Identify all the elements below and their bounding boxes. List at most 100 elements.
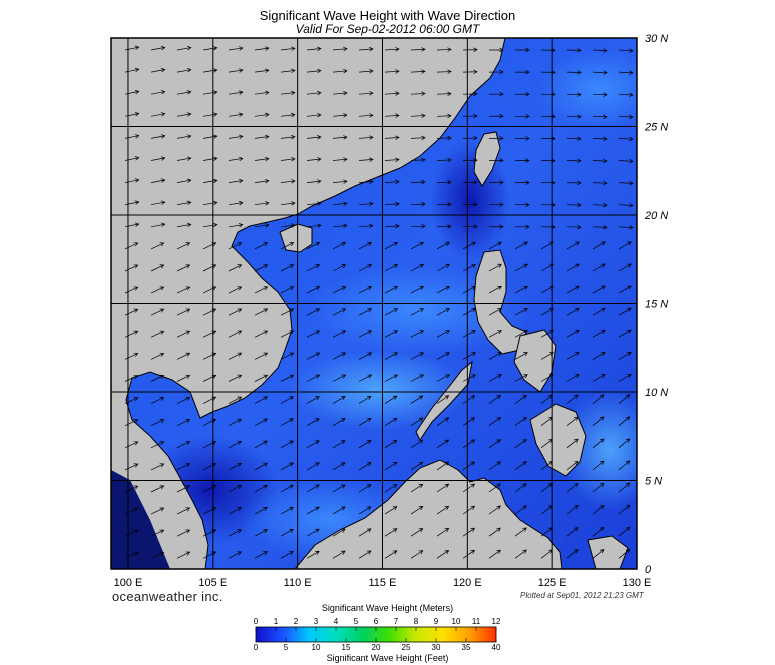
wave-arrow (462, 505, 476, 515)
wave-arrow (618, 460, 631, 471)
wave-arrow (462, 158, 478, 163)
wave-arrow (124, 485, 139, 493)
legend-feet-label: 10 (312, 643, 321, 652)
wave-arrow (384, 352, 399, 360)
wave-arrow (280, 418, 294, 427)
wave-arrow (280, 528, 294, 537)
wave-arrow (228, 223, 244, 228)
wave-arrow (306, 330, 321, 338)
wave-arrow (592, 438, 605, 449)
legend-feet-label: 5 (284, 643, 289, 652)
wave-arrow (228, 134, 244, 140)
wave-arrow (436, 202, 452, 207)
wave-arrow (566, 438, 579, 449)
wave-arrow (150, 112, 166, 117)
wave-arrow (124, 529, 139, 537)
wave-arrow (150, 308, 165, 316)
wave-arrow (618, 203, 634, 208)
legend-feet-title: Significant Wave Height (Feet) (326, 653, 449, 663)
wave-arrow (332, 330, 347, 338)
wave-arrow (358, 91, 374, 96)
longitude-labels: 100 E 105 E 110 E 115 E 120 E 125 E 130 E (114, 577, 652, 589)
wave-arrow (384, 308, 399, 316)
wave-arrow (436, 505, 450, 515)
wave-arrow (254, 46, 270, 51)
wave-arrow (618, 438, 631, 449)
wave-arrow (228, 352, 243, 360)
wave-arrow (176, 441, 191, 449)
wave-arrow (592, 114, 608, 119)
wave-arrow (280, 440, 294, 449)
wave-arrow (358, 374, 373, 382)
wave-arrow (176, 68, 192, 73)
wave-arrow (410, 506, 424, 515)
wave-arrow (410, 461, 424, 471)
wave-arrow (566, 202, 582, 208)
wave-arrow (124, 222, 140, 228)
wave-arrow (254, 418, 268, 427)
wave-arrow (254, 178, 270, 184)
wave-arrow (488, 352, 502, 360)
wave-arrow (410, 528, 424, 537)
wave-arrow (358, 286, 373, 294)
wave-arrow (332, 396, 346, 404)
wave-arrow (150, 397, 165, 404)
wave-arrow (514, 202, 530, 207)
wave-arrow (618, 158, 634, 164)
wave-arrow (358, 113, 374, 118)
wave-arrow (254, 90, 270, 95)
wave-arrow (436, 286, 450, 294)
wave-arrow (488, 286, 502, 294)
wave-arrow (618, 482, 631, 493)
wave-arrow (254, 507, 268, 515)
wave-arrow (228, 462, 243, 471)
wave-arrow (384, 286, 399, 294)
wave-arrow (618, 263, 632, 272)
wave-arrow (384, 461, 398, 471)
wave-arrow (514, 352, 528, 360)
legend-feet-label: 15 (342, 643, 351, 652)
wave-arrow (332, 201, 348, 206)
land-palawan (415, 360, 473, 441)
wave-arrow (462, 113, 478, 119)
wave-arrow (150, 441, 165, 449)
wave-arrow (306, 484, 320, 493)
wave-arrow (254, 264, 269, 272)
wave-arrow (228, 112, 244, 117)
legend-meter-label: 1 (274, 617, 279, 626)
wave-arrow (566, 285, 580, 294)
wave-arrow (488, 263, 502, 272)
wave-arrow (228, 46, 244, 51)
wave-arrow (176, 374, 191, 382)
wave-arrow (514, 114, 530, 119)
legend-meter-ticks: 0 1 2 3 4 5 6 7 8 9 10 11 12 (254, 617, 501, 631)
lon-label: 105 E (198, 577, 227, 589)
lat-label: 30 N (645, 33, 668, 45)
wave-arrow (436, 47, 452, 52)
wave-arrow (592, 352, 606, 360)
wave-arrow (124, 67, 140, 73)
wave-arrow (202, 46, 218, 51)
wave-arrow (592, 48, 608, 53)
wave-arrow (436, 91, 452, 97)
wave-arrow (436, 179, 452, 185)
wave-arrow (150, 330, 165, 338)
wave-arrow (462, 395, 476, 404)
wave-arrow (410, 483, 424, 493)
wave-arrow (384, 69, 400, 74)
wave-arrow (332, 68, 348, 74)
wave-arrow (436, 439, 450, 449)
wave-arrow (358, 528, 372, 537)
wave-arrow (514, 47, 530, 53)
wave-arrow (488, 202, 504, 207)
wave-arrow (462, 439, 476, 449)
wave-arrow (514, 69, 530, 75)
wave-arrow (618, 225, 634, 230)
wave-arrow (410, 374, 425, 382)
wave-arrow (358, 264, 373, 272)
wave-arrow (592, 263, 606, 272)
wave-arrow (566, 549, 579, 559)
wave-arrow (618, 92, 634, 98)
wave-arrow (592, 70, 608, 75)
wave-arrow (306, 418, 320, 427)
